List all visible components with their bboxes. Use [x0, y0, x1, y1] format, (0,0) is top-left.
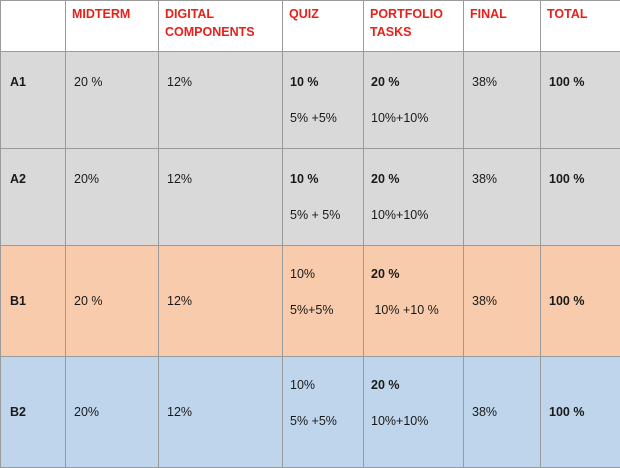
portfolio-main-value: 20 %: [364, 357, 463, 394]
digital-value: 12%: [159, 403, 282, 421]
midterm-value: 20 %: [66, 292, 158, 310]
final-value: 38%: [464, 52, 540, 91]
portfolio-split-value: 10% +10 %: [364, 301, 463, 319]
portfolio-split-value: 10%+10%: [364, 206, 463, 224]
final-value: 38%: [464, 149, 540, 188]
quiz-split-value: 5% + 5%: [283, 206, 363, 224]
level-label: A2: [1, 149, 65, 188]
header-total: TOTAL: [541, 1, 620, 52]
level-label: B2: [1, 403, 65, 421]
table-row: B1 20 % 12% 10%5%+5% 20 % 10% +10 % 38% …: [1, 246, 620, 357]
portfolio-main-value: 20 %: [364, 52, 463, 91]
header-digital-components: DIGITAL COMPONENTS: [159, 1, 283, 52]
portfolio-split-value: 10%+10%: [364, 412, 463, 430]
quiz-split-value: 5% +5%: [283, 412, 363, 430]
final-value: 38%: [464, 403, 540, 421]
total-value: 100 %: [541, 403, 620, 421]
quiz-main-value: 10 %: [283, 149, 363, 188]
quiz-main-value: 10 %: [283, 52, 363, 91]
digital-value: 12%: [159, 292, 282, 310]
midterm-value: 20%: [66, 403, 158, 421]
header-portfolio-tasks: PORTFOLIO TASKS: [364, 1, 464, 52]
midterm-value: 20%: [66, 149, 158, 188]
digital-value: 12%: [159, 52, 282, 91]
quiz-split-value: 5%+5%: [283, 301, 363, 319]
portfolio-main-value: 20 %: [364, 246, 463, 283]
header-row: MIDTERM DIGITAL COMPONENTS QUIZ PORTFOLI…: [1, 1, 620, 52]
table-row: A1 20 % 12% 10 % 5% +5% 20 % 10%+10% 38% 1…: [1, 52, 620, 149]
final-value: 38%: [464, 292, 540, 310]
header-midterm: MIDTERM: [66, 1, 159, 52]
quiz-main-value: 10%: [283, 357, 363, 394]
portfolio-main-value: 20 %: [364, 149, 463, 188]
header-final: FINAL: [464, 1, 541, 52]
level-label: A1: [1, 52, 65, 91]
quiz-split-value: 5% +5%: [283, 109, 363, 127]
table-row: A2 20% 12% 10 % 5% + 5% 20 % 10%+10% 38% 1…: [1, 149, 620, 246]
header-empty: [1, 1, 66, 52]
digital-value: 12%: [159, 149, 282, 188]
table-row: B2 20% 12% 10% 5% +5% 20 % 10%+10% 38% 100…: [1, 357, 620, 468]
total-value: 100 %: [541, 52, 620, 91]
midterm-value: 20 %: [66, 52, 158, 91]
level-label: B1: [1, 292, 65, 310]
total-value: 100 %: [541, 149, 620, 188]
quiz-main-value: 10%: [283, 246, 363, 283]
total-value: 100 %: [541, 292, 620, 310]
portfolio-split-value: 10%+10%: [364, 109, 463, 127]
header-quiz: QUIZ: [283, 1, 364, 52]
